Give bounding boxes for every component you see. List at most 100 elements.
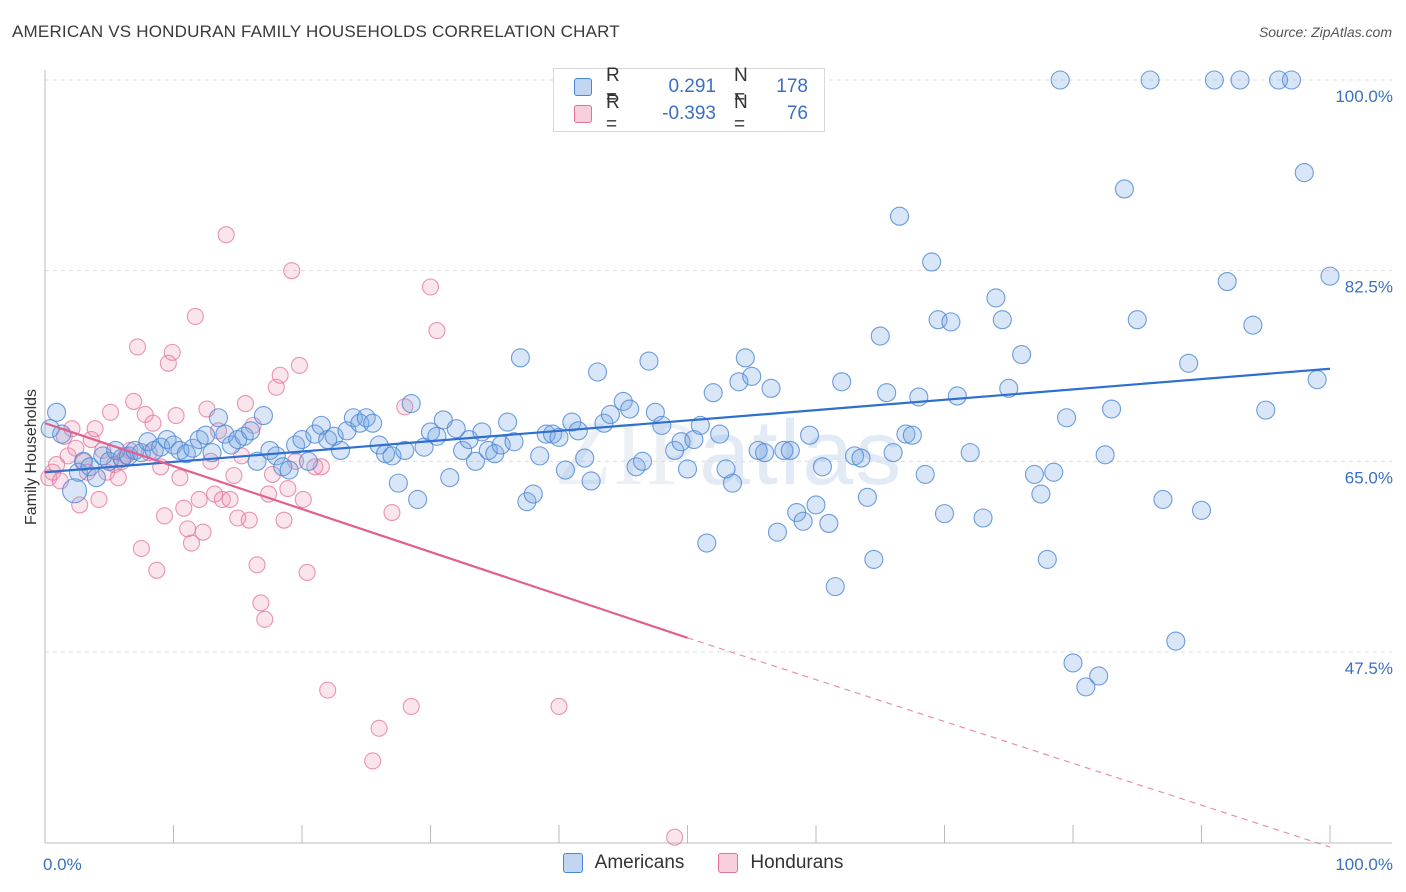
american-point (793, 511, 813, 531)
american-point (877, 383, 897, 403)
american-point (1179, 353, 1199, 373)
n-label: N = (734, 65, 748, 108)
honduran-point (163, 343, 181, 361)
r-label: R = (606, 92, 620, 135)
american-point (234, 426, 254, 446)
american-point (196, 425, 216, 445)
honduran-point (252, 594, 270, 612)
american-point (1102, 399, 1122, 419)
honduran-point (217, 226, 235, 244)
honduran-point (175, 499, 193, 517)
american-point (806, 495, 826, 515)
x-tick-label: 100.0% (1335, 855, 1393, 874)
honduran-point (383, 503, 401, 522)
hondurans-trend-extension (687, 637, 1331, 848)
axes (44, 70, 1392, 844)
legend-americans[interactable]: Americans (562, 852, 684, 874)
american-point (851, 448, 871, 468)
american-point (652, 415, 672, 435)
honduran-point (306, 458, 324, 476)
american-point (1063, 653, 1083, 673)
american-point (202, 443, 222, 463)
american-point (973, 508, 993, 528)
american-point (915, 464, 935, 484)
source-label: Source: ZipAtlas.com (1258, 24, 1392, 40)
american-point (1320, 266, 1340, 286)
american-point (857, 487, 877, 507)
american-point (286, 435, 306, 455)
legend-row-americans: R = 0.291 N = 178 (574, 65, 808, 108)
hondurans-legend-swatch (718, 853, 739, 873)
honduran-point (283, 262, 301, 280)
american-point (1012, 345, 1032, 365)
honduran-point (225, 466, 243, 485)
honduran-point (179, 520, 197, 538)
watermark-atlas: atlas (699, 402, 904, 504)
honduran-point (298, 563, 316, 582)
honduran-point (421, 278, 440, 296)
american-point (86, 468, 106, 488)
american-point (47, 402, 67, 422)
honduran-point (279, 480, 297, 498)
american-point (902, 425, 922, 445)
american-point (774, 440, 794, 460)
american-point (716, 459, 736, 479)
american-point (922, 252, 942, 272)
american-point (870, 326, 890, 346)
american-point (761, 378, 781, 398)
american-point (1024, 464, 1044, 484)
american-point (1243, 315, 1263, 335)
american-point (1140, 70, 1160, 90)
honduran-point (236, 395, 255, 413)
american-point (889, 206, 910, 226)
american-point (819, 513, 839, 533)
y-tick-label: 47.5% (1345, 659, 1393, 678)
honduran-point (144, 414, 162, 432)
american-point (934, 504, 955, 524)
tick-labels: 100.0% 82.5% 65.0% 47.5% 0.0% 100.0% (43, 87, 1393, 874)
legend-hondurans[interactable]: Hondurans (718, 852, 843, 874)
y-axis-label: Family Households (23, 389, 40, 525)
honduran-point (256, 610, 274, 628)
honduran-point (90, 490, 108, 509)
n-value: 178 (776, 76, 808, 97)
honduran-point (194, 523, 212, 541)
honduran-point (248, 556, 266, 574)
american-point (517, 492, 537, 512)
american-point (1307, 370, 1327, 390)
american-point (1076, 677, 1096, 697)
american-point (947, 386, 967, 406)
american-point (208, 408, 229, 428)
honduran-point (155, 507, 174, 525)
american-point (999, 378, 1019, 398)
american-point (864, 549, 884, 569)
honduran-point (319, 681, 337, 699)
american-point (536, 424, 556, 444)
honduran-point (263, 465, 281, 483)
american-point (1153, 489, 1173, 510)
american-point (395, 440, 415, 460)
honduran-point (402, 697, 420, 716)
r-value: -0.393 (662, 103, 716, 124)
american-point (555, 460, 575, 480)
r-label: R = (606, 65, 620, 108)
hondurans-swatch (574, 105, 592, 123)
american-point (722, 473, 743, 493)
honduran-point (364, 752, 382, 770)
honduran-point (666, 828, 684, 846)
honduran-point (290, 356, 308, 375)
honduran-point (128, 338, 147, 356)
american-point (896, 424, 916, 444)
american-point (1230, 70, 1250, 90)
american-point (504, 432, 524, 452)
american-point (446, 419, 466, 439)
honduran-point (260, 485, 278, 503)
american-point (613, 391, 633, 411)
honduran-point (221, 490, 239, 509)
honduran-point (186, 307, 204, 325)
american-point (703, 383, 723, 403)
american-point (735, 348, 755, 368)
americans-trend-line (44, 367, 1331, 474)
honduran-point (190, 490, 208, 509)
